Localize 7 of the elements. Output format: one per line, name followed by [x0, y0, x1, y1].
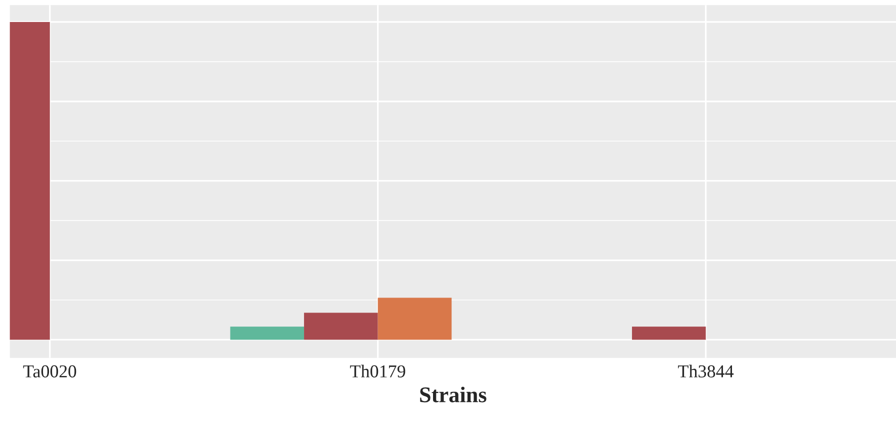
bar [632, 326, 706, 340]
x-tick-label: Ta0020 [23, 365, 76, 378]
bar [230, 326, 304, 340]
x-axis-title: Strains [420, 386, 486, 402]
x-tick-label: Th3844 [678, 364, 734, 378]
x-tick-label: Th0179 [350, 364, 406, 378]
bar [378, 298, 452, 340]
